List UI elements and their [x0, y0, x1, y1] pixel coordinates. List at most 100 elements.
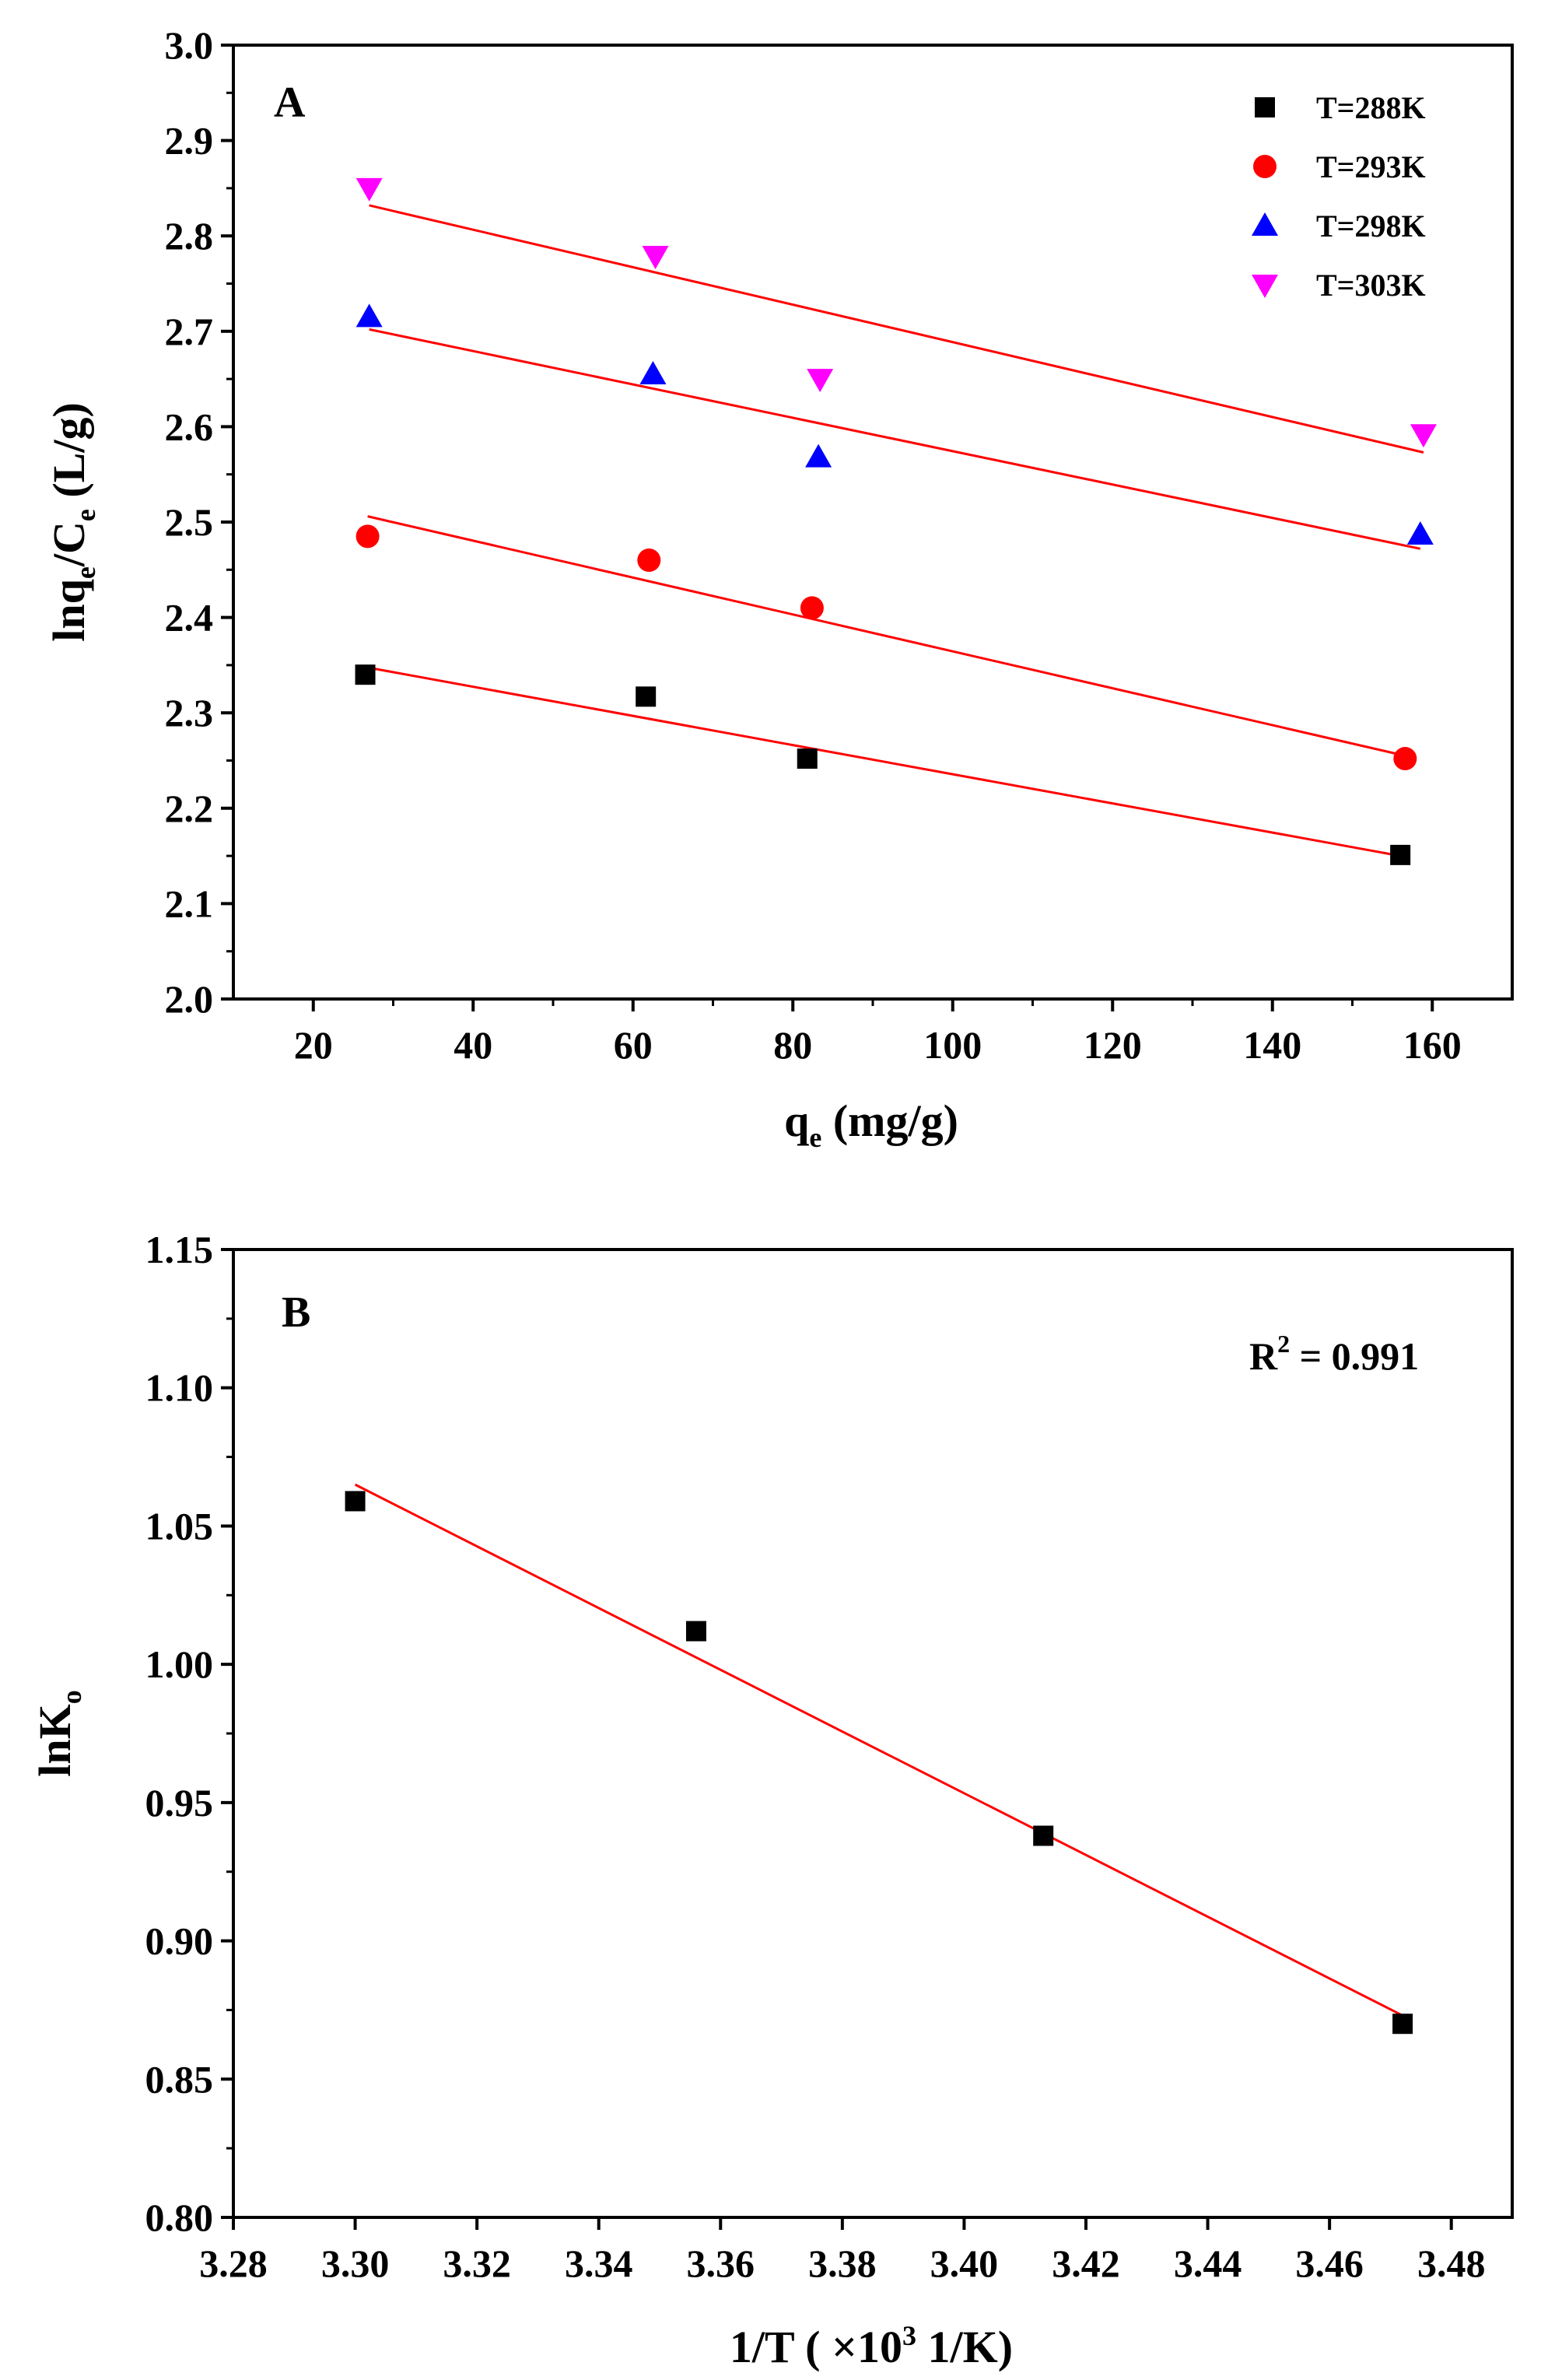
r-squared-prefix: R — [1249, 1334, 1278, 1378]
y-tick-label: 2.2 — [165, 787, 214, 830]
data-point — [1406, 521, 1434, 545]
x-axis-title-a-rest: (mg/g) — [821, 1095, 958, 1146]
y-axis-title-a-sub2: e — [70, 509, 101, 521]
x-tick-label: 40 — [454, 1023, 492, 1067]
x-tick-label: 3.34 — [565, 2242, 633, 2285]
fit-line — [369, 328, 1421, 550]
x-axis-title-a-main: q — [784, 1095, 809, 1146]
y-tick-label: 2.3 — [165, 691, 214, 734]
r-squared-sup: 2 — [1277, 1330, 1290, 1358]
data-point — [639, 360, 667, 384]
x-tick-label: 160 — [1403, 1023, 1462, 1067]
legend-marker — [1253, 155, 1277, 178]
x-axis-title-a: qe (mg/g) — [784, 1095, 958, 1153]
x-axis-title-a-sub: e — [809, 1122, 821, 1153]
fit-lines-a — [365, 204, 1424, 857]
x-tick-label: 3.36 — [687, 2242, 755, 2285]
x-tick-label: 140 — [1243, 1023, 1301, 1067]
fit-line — [369, 204, 1424, 454]
x-tick-label: 3.40 — [930, 2242, 999, 2285]
x-tick-label: 80 — [773, 1023, 812, 1067]
y-tick-label: 2.0 — [165, 977, 214, 1021]
plot-frame-b — [232, 1248, 1514, 2219]
data-point — [1392, 2014, 1413, 2035]
data-point — [1390, 844, 1411, 865]
y-tick-label: 1.00 — [145, 1642, 214, 1686]
fit-lines-b — [354, 1483, 1403, 2017]
legend-label: T=293K — [1316, 149, 1426, 184]
x-tick-label: 120 — [1084, 1023, 1142, 1067]
y-axis-title-a-sub1: e — [70, 566, 101, 579]
data-point — [355, 664, 376, 685]
data-point — [355, 524, 380, 549]
x-tick-label: 3.48 — [1417, 2242, 1486, 2285]
data-point — [807, 369, 834, 393]
x-axis-title-b-rest: 1/K) — [916, 2322, 1013, 2372]
data-point — [685, 1621, 706, 1642]
data-point — [1410, 424, 1437, 448]
x-tick-label: 3.38 — [808, 2242, 877, 2285]
x-tick-label: 3.42 — [1052, 2242, 1120, 2285]
data-point — [1033, 1825, 1054, 1846]
legend-marker — [1255, 97, 1275, 117]
legend-marker — [1252, 275, 1278, 298]
data-point — [800, 596, 824, 620]
data-point — [797, 748, 818, 769]
y-tick-label: 2.1 — [165, 882, 214, 925]
data-point — [355, 303, 383, 328]
fit-line — [367, 515, 1406, 757]
legend-a: T=288K T=293K T=298K T=303K — [1252, 90, 1426, 303]
y-tick-label: 2.7 — [165, 310, 214, 353]
x-tick-label: 3.28 — [199, 2242, 268, 2285]
data-points-b — [345, 1491, 1413, 2035]
y-axis-title-b-sub: o — [56, 1690, 87, 1704]
legend-label: T=298K — [1316, 209, 1426, 244]
data-point — [642, 245, 669, 269]
x-axis-a: 20 40 60 80 100 120 140 160 — [294, 999, 1462, 1067]
y-tick-label: 2.4 — [165, 596, 214, 640]
data-point — [805, 443, 832, 468]
data-points-a — [355, 177, 1437, 865]
x-tick-label: 3.32 — [443, 2242, 511, 2285]
y-tick-label: 1.15 — [145, 1228, 214, 1271]
fit-line — [365, 665, 1401, 857]
fit-line — [354, 1483, 1403, 2017]
x-tick-label: 100 — [923, 1023, 982, 1067]
panel-label-b: B — [282, 1288, 310, 1337]
legend-marker — [1252, 212, 1278, 236]
y-tick-label: 0.80 — [145, 2196, 214, 2239]
plot-frame-a — [232, 44, 1514, 1001]
x-tick-label: 60 — [614, 1023, 653, 1067]
r-squared-annotation: R2 = 0.991 — [1249, 1330, 1419, 1378]
x-tick-label: 3.44 — [1174, 2242, 1242, 2285]
x-tick-label: 20 — [294, 1023, 333, 1067]
y-tick-label: 0.90 — [145, 1919, 214, 1963]
y-tick-label: 0.85 — [145, 2057, 214, 2101]
legend-label: T=288K — [1316, 90, 1426, 125]
y-tick-label: 1.05 — [145, 1504, 214, 1548]
y-axis-b: 0.80 0.85 0.90 0.95 1.00 1.05 1.10 1.15 — [145, 1228, 233, 2239]
x-axis-title-b-sup: 3 — [902, 2320, 916, 2351]
x-axis-title-b-main: 1/T ( ×10 — [730, 2322, 902, 2372]
y-axis-title-b: lnKo — [30, 1690, 87, 1777]
panel-b: 0.80 0.85 0.90 0.95 1.00 1.05 1.10 1.15 3.28 3.3… — [30, 1228, 1514, 2372]
data-point — [355, 177, 383, 202]
y-axis-title-a-rest: (L/g) — [44, 402, 94, 509]
x-axis-b: 3.28 3.30 3.32 3.34 3.36 3.38 3.40 3.42 3.44 3.46… — [199, 2217, 1485, 2285]
y-axis-title-a-main: lnq — [44, 579, 94, 642]
y-tick-label: 2.8 — [165, 214, 214, 258]
y-tick-label: 3.0 — [165, 23, 214, 67]
y-tick-label: 2.5 — [165, 500, 214, 544]
y-axis-title-a-mid: /C — [44, 521, 94, 567]
panel-a: 2.0 2.1 2.2 2.3 2.4 2.5 2.6 2.7 2.8 2.9 3.0 20 40 60… — [44, 23, 1514, 1153]
panel-label-a: A — [274, 79, 306, 127]
y-tick-label: 0.95 — [145, 1781, 214, 1824]
y-axis-title-a: lnqe/Ce (L/g) — [44, 402, 101, 642]
data-point — [636, 686, 657, 707]
y-axis-title-b-main: lnK — [30, 1704, 80, 1777]
x-axis-title-b: 1/T ( ×103 1/K) — [730, 2320, 1013, 2372]
data-point — [345, 1491, 366, 1512]
r-squared-value: = 0.991 — [1290, 1334, 1419, 1378]
x-tick-label: 3.30 — [321, 2242, 390, 2285]
x-tick-label: 3.46 — [1295, 2242, 1364, 2285]
